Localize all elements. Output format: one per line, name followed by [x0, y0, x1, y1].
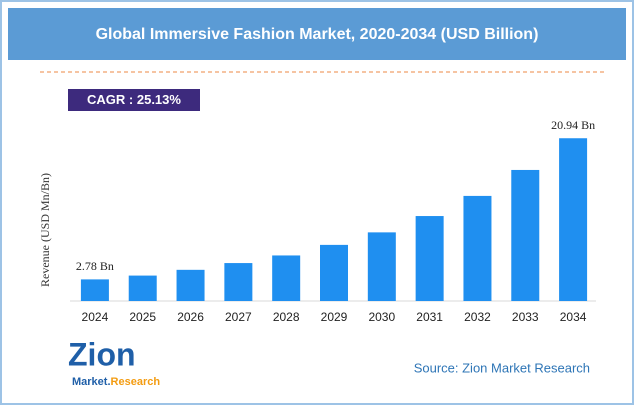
logo-tagline-1: Market.: [72, 376, 111, 388]
y-axis-label: Revenue (USD Mn/Bn): [38, 173, 52, 287]
x-tick-label: 2030: [368, 310, 395, 324]
logo-name: Zion: [68, 336, 136, 372]
bar: [415, 216, 444, 301]
cagr-box: [68, 89, 200, 111]
title-bar: [8, 8, 626, 60]
bar: [176, 269, 205, 301]
data-label: 2.78 Bn: [76, 259, 114, 273]
x-tick-label: 2032: [464, 310, 491, 324]
x-tick-label: 2024: [82, 310, 109, 324]
x-tick-label: 2027: [225, 310, 252, 324]
bar: [559, 138, 588, 301]
bar: [320, 244, 348, 301]
x-tick-label: 2026: [177, 310, 204, 324]
bar: [367, 232, 396, 301]
bar: [128, 275, 157, 301]
logo-tagline-2: Research: [111, 376, 161, 388]
bar: [80, 279, 109, 301]
source: Source: Zion Market Research: [414, 360, 590, 375]
x-tick-label: 2033: [512, 310, 539, 324]
x-tick-label: 2029: [321, 310, 348, 324]
x-tick-label: 2034: [560, 310, 587, 324]
bar: [272, 255, 301, 301]
data-label: 20.94 Bn: [551, 118, 595, 132]
logo-tagline: Market.Research: [72, 376, 160, 388]
x-tick-label: 2031: [416, 310, 443, 324]
bar: [511, 169, 540, 301]
chart-title: Global Immersive Fashion Market, 2020-20…: [96, 26, 539, 43]
logo: Zion Market.Research: [68, 336, 160, 387]
x-tick-label: 2028: [273, 310, 300, 324]
bar: [224, 263, 253, 301]
bar: [463, 195, 492, 301]
x-tick-label: 2025: [129, 310, 156, 324]
cagr-label: CAGR : 25.13%: [87, 92, 181, 107]
